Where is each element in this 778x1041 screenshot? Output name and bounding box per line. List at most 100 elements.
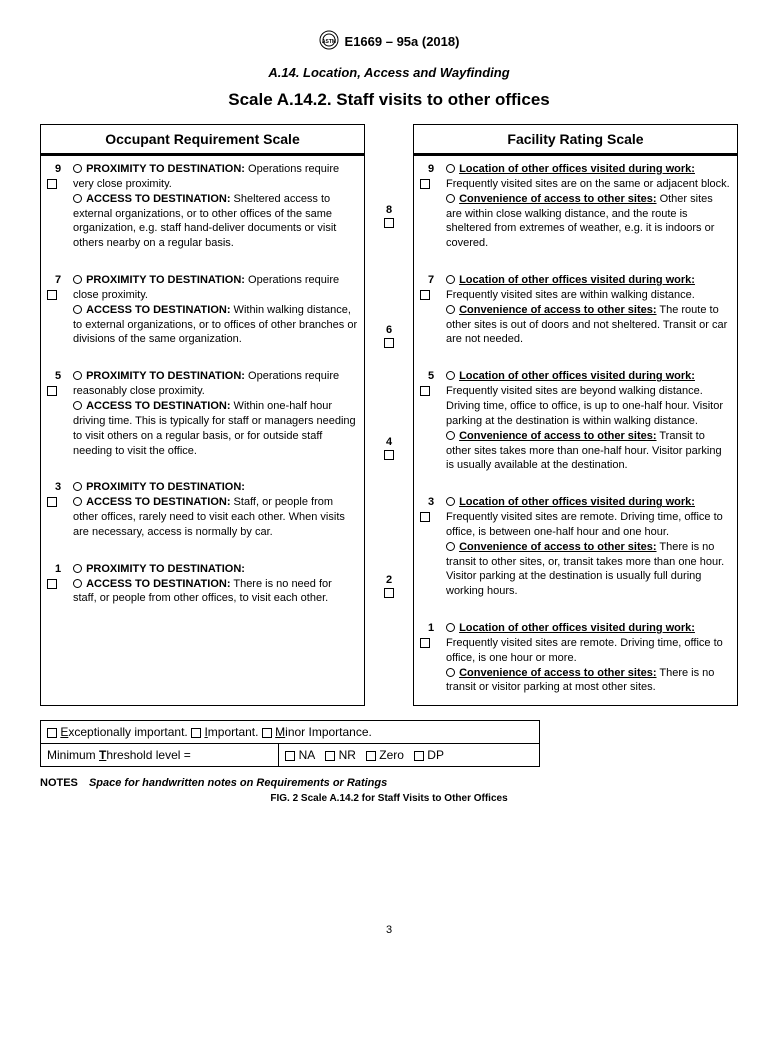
notes-label: NOTES — [40, 777, 78, 789]
threshold-option: Zero — [366, 748, 414, 762]
checkbox-icon[interactable] — [420, 512, 430, 522]
radio-icon[interactable] — [73, 305, 82, 314]
checkbox-icon[interactable] — [47, 728, 57, 738]
scale-item: 9 Location of other offices visited duri… — [420, 162, 731, 251]
checkbox-icon[interactable] — [285, 751, 295, 761]
radio-icon[interactable] — [446, 623, 455, 632]
radio-icon[interactable] — [446, 668, 455, 677]
rank-marker: 7 — [47, 273, 69, 347]
left-column: Occupant Requirement Scale 9 PROXIMITY T… — [40, 124, 365, 706]
importance-option: Minor Importance. — [262, 725, 372, 739]
checkbox-icon[interactable] — [384, 218, 394, 228]
scale-item: 1 Location of other offices visited duri… — [420, 621, 731, 695]
item-description: PROXIMITY TO DESTINATION: Operations req… — [69, 369, 358, 458]
checkbox-icon[interactable] — [47, 179, 57, 189]
mid-scale-marker: 8 — [375, 204, 403, 228]
importance-option: Exceptionally important. — [47, 725, 191, 739]
importance-box: Exceptionally important. Important. Mino… — [40, 720, 540, 767]
item-description: PROXIMITY TO DESTINATION: Operations req… — [69, 162, 358, 251]
radio-icon[interactable] — [446, 194, 455, 203]
right-column: Facility Rating Scale 9 Location of othe… — [413, 124, 738, 706]
radio-icon[interactable] — [446, 371, 455, 380]
radio-icon[interactable] — [446, 497, 455, 506]
scale-item: 7 PROXIMITY TO DESTINATION: Operations r… — [47, 273, 358, 347]
threshold-option: NA — [285, 748, 325, 762]
checkbox-icon[interactable] — [47, 290, 57, 300]
checkbox-icon[interactable] — [384, 450, 394, 460]
item-description: Location of other offices visited during… — [442, 369, 731, 473]
radio-icon[interactable] — [446, 542, 455, 551]
checkbox-icon[interactable] — [420, 290, 430, 300]
checkbox-icon[interactable] — [414, 751, 424, 761]
rank-marker: 9 — [47, 162, 69, 251]
doc-code: E1669 – 95a (2018) — [345, 34, 460, 49]
scale-item: 3 PROXIMITY TO DESTINATION: ACCESS TO DE… — [47, 480, 358, 539]
radio-icon[interactable] — [73, 579, 82, 588]
scale-item: 3 Location of other offices visited duri… — [420, 495, 731, 599]
mid-scale-marker: 2 — [375, 574, 403, 598]
radio-icon[interactable] — [446, 431, 455, 440]
checkbox-icon[interactable] — [384, 588, 394, 598]
notes-line: NOTES Space for handwritten notes on Req… — [40, 777, 738, 789]
checkbox-icon[interactable] — [420, 638, 430, 648]
radio-icon[interactable] — [73, 497, 82, 506]
scale-item: 1 PROXIMITY TO DESTINATION: ACCESS TO DE… — [47, 562, 358, 607]
center-scale: 8 6 4 2 — [375, 124, 403, 706]
astm-logo-icon: ASTM — [319, 30, 339, 53]
page-number: 3 — [40, 924, 738, 936]
mid-scale-marker: 4 — [375, 436, 403, 460]
item-description: PROXIMITY TO DESTINATION: Operations req… — [69, 273, 358, 347]
rank-marker: 3 — [47, 480, 69, 539]
checkbox-icon[interactable] — [420, 179, 430, 189]
right-column-header: Facility Rating Scale — [414, 125, 737, 156]
checkbox-icon[interactable] — [47, 497, 57, 507]
rank-marker: 9 — [420, 162, 442, 251]
importance-option: Important. — [191, 725, 262, 739]
scale-columns: Occupant Requirement Scale 9 PROXIMITY T… — [40, 124, 738, 706]
notes-text: Space for handwritten notes on Requireme… — [89, 777, 387, 789]
item-description: Location of other offices visited during… — [442, 273, 731, 347]
checkbox-icon[interactable] — [384, 338, 394, 348]
radio-icon[interactable] — [73, 164, 82, 173]
radio-icon[interactable] — [73, 194, 82, 203]
radio-icon[interactable] — [73, 401, 82, 410]
checkbox-icon[interactable] — [47, 386, 57, 396]
checkbox-icon[interactable] — [325, 751, 335, 761]
radio-icon[interactable] — [446, 164, 455, 173]
radio-icon[interactable] — [73, 564, 82, 573]
radio-icon[interactable] — [73, 275, 82, 284]
rank-marker: 5 — [420, 369, 442, 473]
checkbox-icon[interactable] — [47, 579, 57, 589]
rank-marker: 1 — [47, 562, 69, 607]
item-description: PROXIMITY TO DESTINATION: ACCESS TO DEST… — [69, 562, 358, 607]
left-column-header: Occupant Requirement Scale — [41, 125, 364, 156]
scale-item: 9 PROXIMITY TO DESTINATION: Operations r… — [47, 162, 358, 251]
threshold-option: NR — [325, 748, 366, 762]
radio-icon[interactable] — [446, 305, 455, 314]
scale-title: Scale A.14.2. Staff visits to other offi… — [40, 90, 738, 110]
threshold-option: DP — [414, 748, 454, 762]
checkbox-icon[interactable] — [262, 728, 272, 738]
threshold-label: Minimum Threshold level = — [41, 744, 279, 766]
item-description: PROXIMITY TO DESTINATION: ACCESS TO DEST… — [69, 480, 358, 539]
rank-marker: 7 — [420, 273, 442, 347]
checkbox-icon[interactable] — [191, 728, 201, 738]
rank-marker: 1 — [420, 621, 442, 695]
scale-item: 5 PROXIMITY TO DESTINATION: Operations r… — [47, 369, 358, 458]
scale-item: 7 Location of other offices visited duri… — [420, 273, 731, 347]
radio-icon[interactable] — [73, 482, 82, 491]
svg-text:ASTM: ASTM — [321, 39, 335, 45]
item-description: Location of other offices visited during… — [442, 495, 731, 599]
radio-icon[interactable] — [73, 371, 82, 380]
item-description: Location of other offices visited during… — [442, 621, 731, 695]
radio-icon[interactable] — [446, 275, 455, 284]
doc-header: ASTM E1669 – 95a (2018) — [40, 30, 738, 53]
figure-caption: FIG. 2 Scale A.14.2 for Staff Visits to … — [40, 793, 738, 804]
item-description: Location of other offices visited during… — [442, 162, 731, 251]
section-heading: A.14. Location, Access and Wayfinding — [40, 65, 738, 80]
scale-item: 5 Location of other offices visited duri… — [420, 369, 731, 473]
checkbox-icon[interactable] — [420, 386, 430, 396]
checkbox-icon[interactable] — [366, 751, 376, 761]
rank-marker: 5 — [47, 369, 69, 458]
mid-scale-marker: 6 — [375, 324, 403, 348]
